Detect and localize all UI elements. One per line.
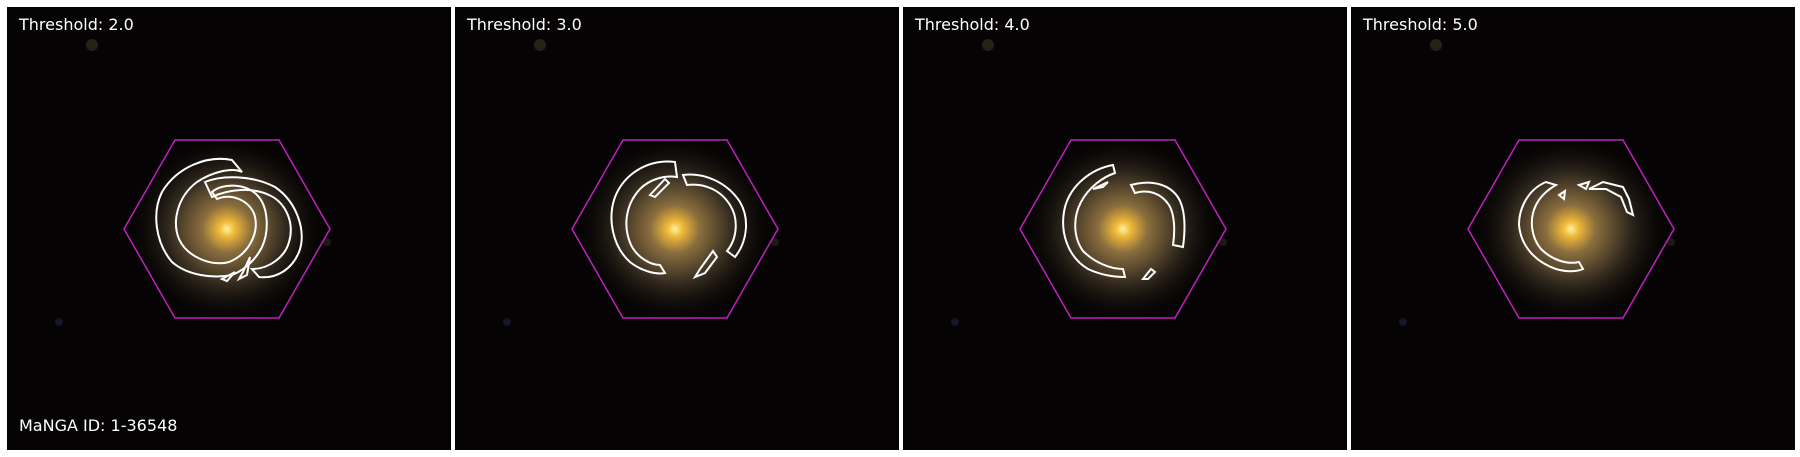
threshold-label: Threshold: 3.0 <box>467 15 582 34</box>
panel-threshold-5: Threshold: 5.0 <box>1351 7 1795 450</box>
panel-threshold-3: Threshold: 3.0 <box>455 7 899 450</box>
ifu-hexagon <box>1019 139 1227 319</box>
manga-id-label: MaNGA ID: 1-36548 <box>19 416 178 435</box>
background-star <box>982 39 994 51</box>
contour-lines <box>1062 163 1186 280</box>
threshold-label: Threshold: 2.0 <box>19 15 134 34</box>
galaxy-glow <box>1471 134 1671 324</box>
background-star <box>534 39 546 51</box>
background-star <box>503 318 511 326</box>
background-star <box>951 318 959 326</box>
contour-lines <box>155 158 303 283</box>
panel-threshold-4: Threshold: 4.0 <box>903 7 1347 450</box>
galaxy-image <box>455 7 899 450</box>
galaxy-image <box>1351 7 1795 450</box>
galaxy-glow <box>1023 134 1223 324</box>
threshold-label: Threshold: 5.0 <box>1363 15 1478 34</box>
threshold-label: Threshold: 4.0 <box>915 15 1030 34</box>
galaxy-image <box>7 7 451 450</box>
ifu-hexagon <box>1467 139 1675 319</box>
background-star <box>86 39 98 51</box>
background-star <box>1430 39 1442 51</box>
ifu-hexagon <box>123 139 331 319</box>
contour-lines <box>1517 180 1635 273</box>
galaxy-image <box>903 7 1347 450</box>
background-star <box>1399 318 1407 326</box>
background-star <box>55 318 63 326</box>
ifu-hexagon <box>571 139 779 319</box>
galaxy-glow <box>127 134 327 324</box>
contour-lines <box>610 160 747 280</box>
panel-threshold-2: Threshold: 2.0 MaNGA ID: 1-36548 <box>7 7 451 450</box>
